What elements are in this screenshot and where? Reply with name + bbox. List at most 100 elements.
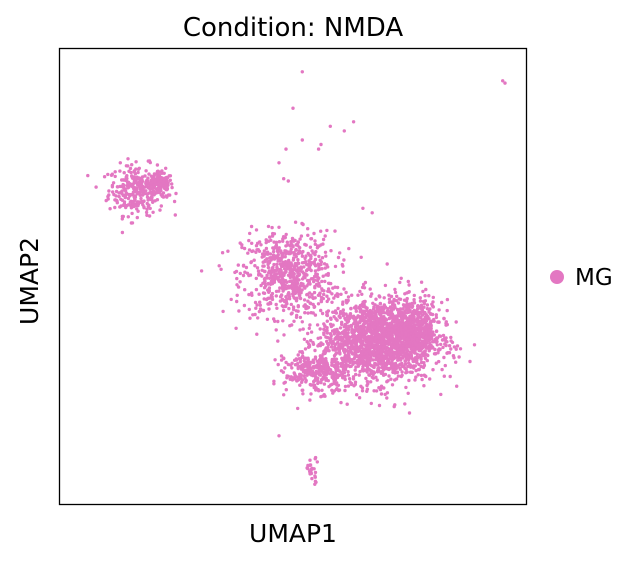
data-point-1112 <box>265 275 269 280</box>
data-point-3020 <box>385 324 389 328</box>
data-point-2784 <box>385 396 389 400</box>
data-point-2697 <box>333 337 337 341</box>
data-point-383 <box>152 183 157 188</box>
data-point-2384 <box>337 343 342 347</box>
data-point-3097 <box>382 355 387 359</box>
data-point-3273 <box>417 335 421 339</box>
data-point-3537 <box>324 357 328 361</box>
data-point-1786 <box>455 384 459 388</box>
data-point-1960 <box>315 323 320 327</box>
data-point-3267 <box>416 316 420 320</box>
data-point-2817 <box>377 294 381 298</box>
data-point-2409 <box>387 374 391 378</box>
data-point-284 <box>123 193 128 198</box>
data-point-2701 <box>371 343 376 347</box>
data-point-2485 <box>344 312 348 316</box>
data-point-3594 <box>335 368 339 373</box>
data-point-3258 <box>403 352 407 356</box>
data-point-409 <box>161 180 165 185</box>
data-point-3574 <box>300 350 304 354</box>
data-point-558 <box>281 308 286 313</box>
data-point-2110 <box>390 383 395 387</box>
data-point-2940 <box>423 356 428 361</box>
data-point-2498 <box>396 364 400 368</box>
data-point-253 <box>129 206 134 210</box>
data-point-250 <box>139 200 143 205</box>
data-point-1129 <box>368 287 372 291</box>
data-point-3634 <box>308 463 313 467</box>
data-point-3150 <box>378 359 382 363</box>
data-point-708 <box>229 297 233 302</box>
data-point-1046 <box>259 243 263 247</box>
data-point-2490 <box>364 376 368 381</box>
data-point-2793 <box>363 311 367 315</box>
data-point-3233 <box>402 303 407 308</box>
data-point-2629 <box>403 366 407 370</box>
data-point-1050 <box>275 246 279 250</box>
data-point-3295 <box>412 346 416 351</box>
data-point-210 <box>136 190 140 195</box>
data-point-1051 <box>275 306 279 310</box>
data-point-595 <box>312 279 316 284</box>
data-point-2472 <box>374 297 378 301</box>
data-point-525 <box>306 311 310 315</box>
data-point-115 <box>113 205 117 210</box>
data-point-2424 <box>366 382 370 386</box>
data-point-423 <box>291 307 296 312</box>
data-point-1910 <box>419 360 424 365</box>
data-point-367 <box>155 163 160 167</box>
data-point-3063 <box>445 297 450 302</box>
data-point-713 <box>281 298 285 302</box>
data-point-1617 <box>336 340 340 345</box>
data-point-2646 <box>367 338 371 342</box>
data-point-3204 <box>390 316 394 320</box>
data-point-1669 <box>365 359 370 363</box>
data-point-243 <box>126 215 130 219</box>
data-point-3004 <box>408 350 413 355</box>
data-point-1098 <box>304 254 308 258</box>
data-point-3493 <box>341 363 346 368</box>
data-point-1008 <box>296 274 300 278</box>
data-point-3664 <box>277 434 281 438</box>
data-point-101 <box>136 170 140 175</box>
data-point-1086 <box>346 295 351 299</box>
data-point-3586 <box>325 361 329 365</box>
data-point-929 <box>268 271 273 275</box>
data-point-3602 <box>323 349 327 353</box>
data-point-655 <box>258 300 262 304</box>
data-point-3250 <box>409 354 414 359</box>
data-point-3492 <box>292 358 297 362</box>
data-point-579 <box>302 265 306 269</box>
data-point-2555 <box>419 357 423 361</box>
data-point-2988 <box>373 346 378 350</box>
data-point-2014 <box>419 280 424 284</box>
data-point-742 <box>262 286 267 290</box>
data-point-3659 <box>286 179 290 183</box>
data-point-1111 <box>313 239 317 243</box>
data-point-1072 <box>284 279 288 283</box>
data-point-601 <box>324 254 328 258</box>
data-point-2465 <box>352 335 356 339</box>
data-point-3118 <box>421 334 425 338</box>
data-point-2473 <box>394 366 398 371</box>
data-point-3618 <box>305 362 309 366</box>
data-point-829 <box>276 319 280 324</box>
data-point-1979 <box>345 402 349 406</box>
data-point-2813 <box>372 325 377 330</box>
data-point-2167 <box>361 365 365 369</box>
data-point-535 <box>264 246 269 251</box>
data-point-3531 <box>328 368 333 372</box>
data-point-3311 <box>400 331 404 335</box>
data-point-1103 <box>278 299 283 303</box>
data-point-3314 <box>437 347 441 351</box>
data-point-3579 <box>281 356 286 360</box>
data-point-247 <box>135 200 139 204</box>
data-point-1497 <box>309 338 313 343</box>
data-point-295 <box>144 210 149 215</box>
data-point-2717 <box>346 328 351 332</box>
data-point-3339 <box>298 383 302 387</box>
data-point-1093 <box>327 281 332 286</box>
data-point-2476 <box>353 368 357 372</box>
data-point-1077 <box>199 269 204 273</box>
data-point-571 <box>333 229 337 233</box>
